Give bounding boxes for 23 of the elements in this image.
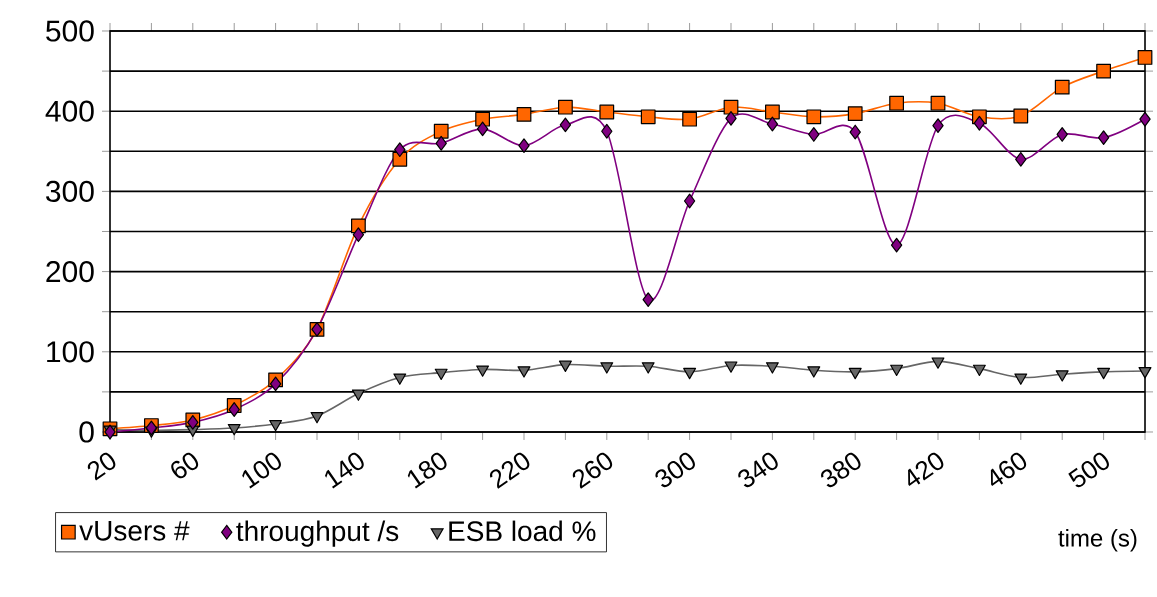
y-tick-label: 100 bbox=[47, 341, 94, 363]
y-tick-label: 500 bbox=[46, 20, 94, 42]
y-tick-label: 200 bbox=[46, 260, 94, 283]
x-axis-title: time (s) bbox=[1058, 529, 1137, 552]
x-tick-label: 60 bbox=[171, 452, 199, 479]
legend-label: throughput /s bbox=[236, 520, 399, 547]
x-tick-label: 260 bbox=[572, 452, 613, 489]
x-tick-label: 340 bbox=[738, 452, 778, 488]
x-tick-label: 500 bbox=[1068, 452, 1109, 488]
x-tick-label: 20 bbox=[87, 452, 116, 481]
legend-label: vUsers # bbox=[79, 521, 190, 541]
y-tick-label: 0 bbox=[79, 421, 94, 443]
x-tick-label: 460 bbox=[990, 452, 1027, 486]
y-tick-label: 400 bbox=[45, 100, 94, 122]
x-tick-label: 220 bbox=[489, 452, 530, 489]
x-tick-label: 420 bbox=[908, 452, 944, 486]
x-tick-label: 140 bbox=[325, 452, 364, 489]
x-tick-label: 100 bbox=[242, 452, 281, 489]
x-tick-label: 180 bbox=[407, 452, 447, 489]
x-tick-label: 380 bbox=[820, 452, 861, 488]
legend-label: ESB load % bbox=[449, 520, 596, 542]
x-tick-label: 300 bbox=[655, 452, 695, 488]
y-tick-label: 300 bbox=[46, 180, 94, 202]
